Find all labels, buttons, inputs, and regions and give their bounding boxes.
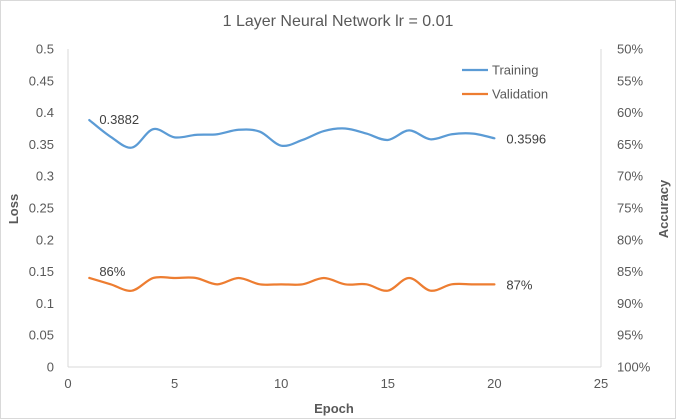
y-axis-label: Loss [6, 194, 21, 224]
y2-tick-label: 85% [617, 264, 643, 279]
data-label: 0.3882 [99, 112, 139, 127]
axes-group: 0 5 10 15 20 25 0 0.05 0.1 0.15 0.2 0.25 0.3 0.35 0.4 0… [29, 42, 651, 392]
y2-tick-label: 95% [617, 328, 643, 343]
legend: Training Validation [462, 63, 548, 102]
y2-tick-label: 55% [617, 73, 643, 88]
legend-label-validation: Validation [492, 87, 548, 102]
chart-title: 1 Layer Neural Network lr = 0.01 [223, 13, 454, 30]
y2-tick-label: 80% [617, 232, 643, 247]
y2-tick-label: 100% [617, 360, 651, 375]
x-tick-label: 0 [64, 376, 71, 391]
y2-tick-label: 90% [617, 296, 643, 311]
x-tick-label: 20 [487, 376, 501, 391]
x-tick-label: 25 [594, 376, 608, 391]
x-tick-label: 10 [274, 376, 288, 391]
x-tick-label: 5 [171, 376, 178, 391]
y-tick-label: 0.4 [36, 105, 54, 120]
y2-tick-label: 75% [617, 201, 643, 216]
y2-tick-label: 50% [617, 42, 643, 57]
y2-tick-label: 65% [617, 137, 643, 152]
y2-tick-label: 70% [617, 169, 643, 184]
y2-tick-label: 60% [617, 105, 643, 120]
data-label: 0.3596 [506, 131, 546, 146]
y-tick-label: 0 [47, 360, 54, 375]
series-line-validation [88, 275, 496, 292]
y-tick-label: 0.05 [29, 328, 54, 343]
y-tick-label: 0.25 [29, 201, 54, 216]
y-tick-label: 0.45 [29, 73, 54, 88]
legend-label-training: Training [492, 63, 538, 78]
y2-axis-label: Accuracy [656, 179, 671, 238]
y-tick-label: 0.1 [36, 296, 54, 311]
series-line-training [88, 118, 496, 149]
series-group [88, 118, 496, 292]
y-tick-label: 0.35 [29, 137, 54, 152]
x-axis-label: Epoch [314, 401, 354, 416]
y-tick-label: 0.5 [36, 42, 54, 57]
x-tick-label: 15 [381, 376, 395, 391]
data-label: 87% [506, 277, 532, 292]
y-tick-label: 0.3 [36, 169, 54, 184]
y-tick-label: 0.2 [36, 232, 54, 247]
data-label: 86% [99, 264, 125, 279]
annotations-group: 0.3882 0.3596 86% 87% [99, 112, 546, 292]
y-tick-label: 0.15 [29, 264, 54, 279]
